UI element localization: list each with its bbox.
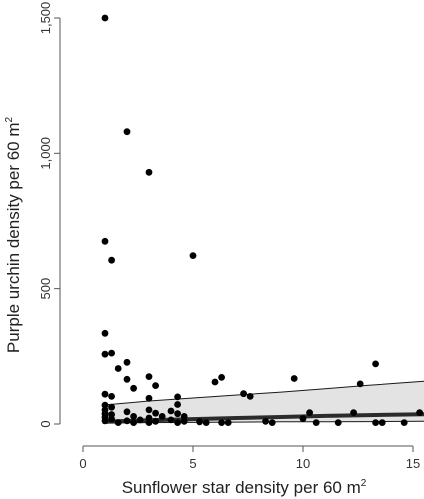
y-tick-label: 1,000 <box>38 137 53 170</box>
data-point <box>114 419 122 426</box>
data-point <box>108 393 115 400</box>
y-axis-title: Purple urchin density per 60 m2 <box>4 117 23 354</box>
data-point <box>101 390 109 398</box>
x-tick-label: 5 <box>189 456 196 471</box>
data-point <box>167 416 175 424</box>
data-point <box>108 403 115 411</box>
data-point <box>218 419 226 426</box>
data-point <box>189 252 197 259</box>
data-point <box>180 413 188 420</box>
data-point <box>356 380 364 388</box>
data-point <box>101 237 109 245</box>
x-tick-label: 0 <box>79 456 86 471</box>
data-point <box>174 410 182 418</box>
ticks-layer: 0 5 10 15 0 500 1,000 1,500 <box>38 2 420 471</box>
data-point <box>123 375 131 383</box>
data-point <box>218 374 226 381</box>
data-point <box>101 14 109 22</box>
data-point <box>372 360 379 368</box>
data-point <box>211 378 219 386</box>
data-point <box>145 394 153 402</box>
y-tick-label: 500 <box>38 278 53 300</box>
y-axis-title-superscript: 2 <box>4 117 15 123</box>
data-point <box>240 390 248 398</box>
data-point <box>108 349 115 357</box>
data-points-layer <box>101 14 423 426</box>
data-point <box>145 406 153 414</box>
data-point <box>108 256 115 264</box>
data-point <box>158 413 166 420</box>
y-tick-label: 0 <box>38 420 53 427</box>
data-point <box>202 419 210 426</box>
data-point <box>167 407 175 415</box>
data-point <box>262 417 269 425</box>
data-point <box>180 417 188 425</box>
data-point <box>350 409 357 416</box>
data-point <box>145 168 153 176</box>
data-point <box>290 375 298 382</box>
data-point <box>152 417 160 425</box>
confidence-band <box>102 381 424 424</box>
x-axis-title-superscript: 2 <box>361 478 367 489</box>
data-point <box>306 409 313 416</box>
x-axis-title: Sunflower star density per 60 m2 <box>122 478 367 497</box>
x-tick-label: 10 <box>296 456 310 471</box>
data-point <box>101 350 109 358</box>
data-point <box>123 128 131 136</box>
data-point <box>123 358 131 366</box>
data-point <box>372 419 379 426</box>
data-point <box>224 419 232 426</box>
data-point <box>400 419 408 426</box>
data-point <box>114 365 122 372</box>
data-point <box>174 393 182 401</box>
data-point <box>174 419 182 426</box>
y-axis-title-text: Purple urchin density per 60 m <box>4 123 23 354</box>
data-point <box>130 419 138 426</box>
data-point <box>130 384 138 392</box>
data-point <box>196 418 204 426</box>
data-point <box>130 413 138 420</box>
data-point <box>101 417 109 425</box>
data-point <box>101 401 109 409</box>
data-point <box>145 419 153 426</box>
y-tick-label: 1,500 <box>38 2 53 35</box>
data-point <box>108 415 115 423</box>
axes-layer <box>59 18 413 447</box>
data-point <box>152 382 160 389</box>
data-point <box>334 419 342 426</box>
data-point <box>174 401 182 408</box>
data-point <box>268 419 276 426</box>
data-point <box>145 373 153 380</box>
data-point <box>312 419 320 426</box>
data-point <box>378 419 386 426</box>
data-point <box>416 409 423 416</box>
x-axis-title-text: Sunflower star density per 60 m <box>122 478 361 497</box>
data-point <box>123 417 131 425</box>
data-point <box>101 329 109 337</box>
data-point <box>123 408 131 416</box>
data-point <box>136 416 144 424</box>
x-tick-label: 15 <box>406 456 420 471</box>
data-point <box>152 409 160 417</box>
data-point <box>299 415 307 422</box>
data-point <box>246 393 254 400</box>
